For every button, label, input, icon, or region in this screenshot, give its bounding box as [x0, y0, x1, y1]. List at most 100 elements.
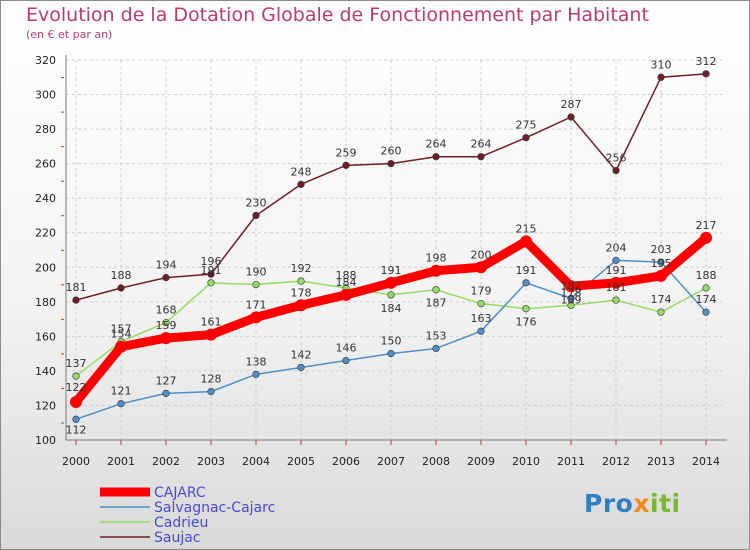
data-label-cadrieu: 192 — [291, 262, 312, 275]
data-point-cadrieu — [612, 296, 620, 304]
data-point-cajarc — [115, 340, 127, 353]
y-tick-label: 140 — [35, 365, 56, 378]
y-tick-label: 180 — [35, 296, 56, 309]
data-label-salvagnac-cajarc: 112 — [66, 423, 87, 436]
data-label-salvagnac-cajarc: 127 — [156, 374, 177, 387]
data-label-cajarc: 217 — [696, 219, 717, 232]
data-label-cadrieu: 174 — [651, 293, 672, 306]
data-point-cajarc — [160, 332, 172, 345]
x-tick-label: 2012 — [602, 455, 630, 468]
data-point-salvagnac-cajarc — [387, 350, 395, 358]
data-label-cajarc: 191 — [381, 264, 402, 277]
data-point-salvagnac-cajarc — [432, 344, 440, 353]
data-point-cadrieu — [297, 277, 305, 285]
data-label-saujac: 181 — [66, 281, 87, 294]
data-point-saujac — [207, 270, 215, 278]
data-point-salvagnac-cajarc — [477, 327, 485, 335]
x-tick-label: 2002 — [152, 455, 180, 468]
x-tick-label: 2005 — [287, 455, 315, 468]
data-label-cajarc: 198 — [426, 252, 447, 265]
data-point-saujac — [297, 180, 305, 188]
data-label-cadrieu: 176 — [516, 316, 537, 329]
proxiti-logo: Proxiti — [584, 489, 681, 518]
data-point-cadrieu — [72, 372, 80, 380]
x-tick-label: 2009 — [467, 455, 495, 468]
data-point-cadrieu — [702, 284, 710, 292]
data-point-cajarc — [520, 235, 532, 248]
series-lines — [70, 70, 712, 423]
data-point-cajarc — [385, 276, 397, 289]
y-tick-label: 300 — [35, 89, 56, 102]
y-tick-label: 320 — [35, 54, 56, 67]
data-label-cadrieu: 168 — [156, 304, 177, 317]
data-point-saujac — [477, 153, 485, 161]
y-tick-label: 220 — [35, 227, 56, 240]
data-label-saujac: 260 — [381, 145, 402, 158]
legend-label-cajarc: CAJARC — [154, 485, 206, 501]
data-point-cajarc — [475, 261, 487, 274]
chart-title: Evolution de la Dotation Globale de Fonc… — [26, 4, 649, 26]
x-tick-label: 2010 — [512, 455, 540, 468]
data-label-cajarc: 178 — [291, 286, 312, 299]
data-point-salvagnac-cajarc — [162, 389, 170, 397]
y-tick-label: 240 — [35, 192, 56, 205]
data-point-saujac — [72, 296, 80, 304]
data-point-salvagnac-cajarc — [522, 279, 530, 287]
data-point-salvagnac-cajarc — [342, 356, 350, 365]
data-point-cajarc — [250, 311, 262, 324]
data-point-cajarc — [70, 396, 82, 408]
data-label-cajarc: 215 — [516, 222, 537, 235]
data-point-salvagnac-cajarc — [702, 308, 710, 316]
data-label-saujac: 230 — [246, 196, 267, 209]
data-point-cadrieu — [522, 305, 530, 313]
data-point-cadrieu — [162, 318, 170, 327]
data-label-cadrieu: 184 — [381, 302, 402, 315]
data-point-cajarc — [340, 288, 352, 301]
data-label-cadrieu: 157 — [111, 323, 132, 336]
y-tick-label: 160 — [35, 330, 56, 343]
data-label-cajarc: 122 — [66, 381, 87, 394]
data-label-saujac: 264 — [471, 138, 492, 151]
data-label-salvagnac-cajarc: 121 — [111, 385, 132, 398]
data-point-saujac — [702, 70, 710, 78]
data-point-salvagnac-cajarc — [117, 400, 125, 408]
data-label-cadrieu: 178 — [561, 286, 582, 299]
data-label-salvagnac-cajarc: 203 — [651, 243, 672, 256]
data-point-cadrieu — [387, 291, 395, 299]
data-label-cajarc: 154 — [111, 328, 132, 341]
data-point-cadrieu — [432, 286, 440, 294]
data-label-saujac: 275 — [516, 119, 537, 132]
data-point-cajarc — [610, 276, 622, 289]
data-label-salvagnac-cajarc: 153 — [426, 329, 447, 342]
data-point-cajarc — [655, 269, 667, 282]
y-tick-label: 280 — [35, 123, 56, 136]
data-point-saujac — [657, 73, 665, 81]
legend-label-cadrieu: Cadrieu — [154, 515, 208, 531]
data-label-cadrieu: 188 — [336, 269, 357, 282]
data-point-cadrieu — [567, 301, 575, 309]
data-point-saujac — [252, 211, 260, 220]
data-label-cadrieu: 188 — [696, 269, 717, 282]
data-point-saujac — [342, 161, 350, 169]
data-label-salvagnac-cajarc: 128 — [201, 373, 222, 386]
data-label-salvagnac-cajarc: 138 — [246, 355, 267, 368]
data-label-salvagnac-cajarc: 174 — [696, 293, 717, 306]
data-label-salvagnac-cajarc: 182 — [561, 279, 582, 292]
data-point-saujac — [612, 166, 620, 175]
data-label-saujac: 188 — [111, 269, 132, 282]
data-point-saujac — [432, 153, 440, 161]
data-label-cadrieu: 187 — [426, 297, 447, 310]
y-tick-label: 100 — [35, 434, 56, 447]
data-label-saujac: 194 — [156, 259, 177, 272]
data-point-saujac — [387, 160, 395, 168]
x-tick-label: 2001 — [107, 455, 135, 468]
x-tick-label: 2000 — [62, 455, 90, 468]
data-point-salvagnac-cajarc — [657, 258, 665, 266]
data-label-cadrieu: 190 — [246, 266, 267, 279]
x-tick-label: 2007 — [377, 455, 405, 468]
data-point-saujac — [117, 284, 125, 292]
y-tick-label: 120 — [35, 399, 56, 412]
data-point-salvagnac-cajarc — [252, 370, 260, 378]
